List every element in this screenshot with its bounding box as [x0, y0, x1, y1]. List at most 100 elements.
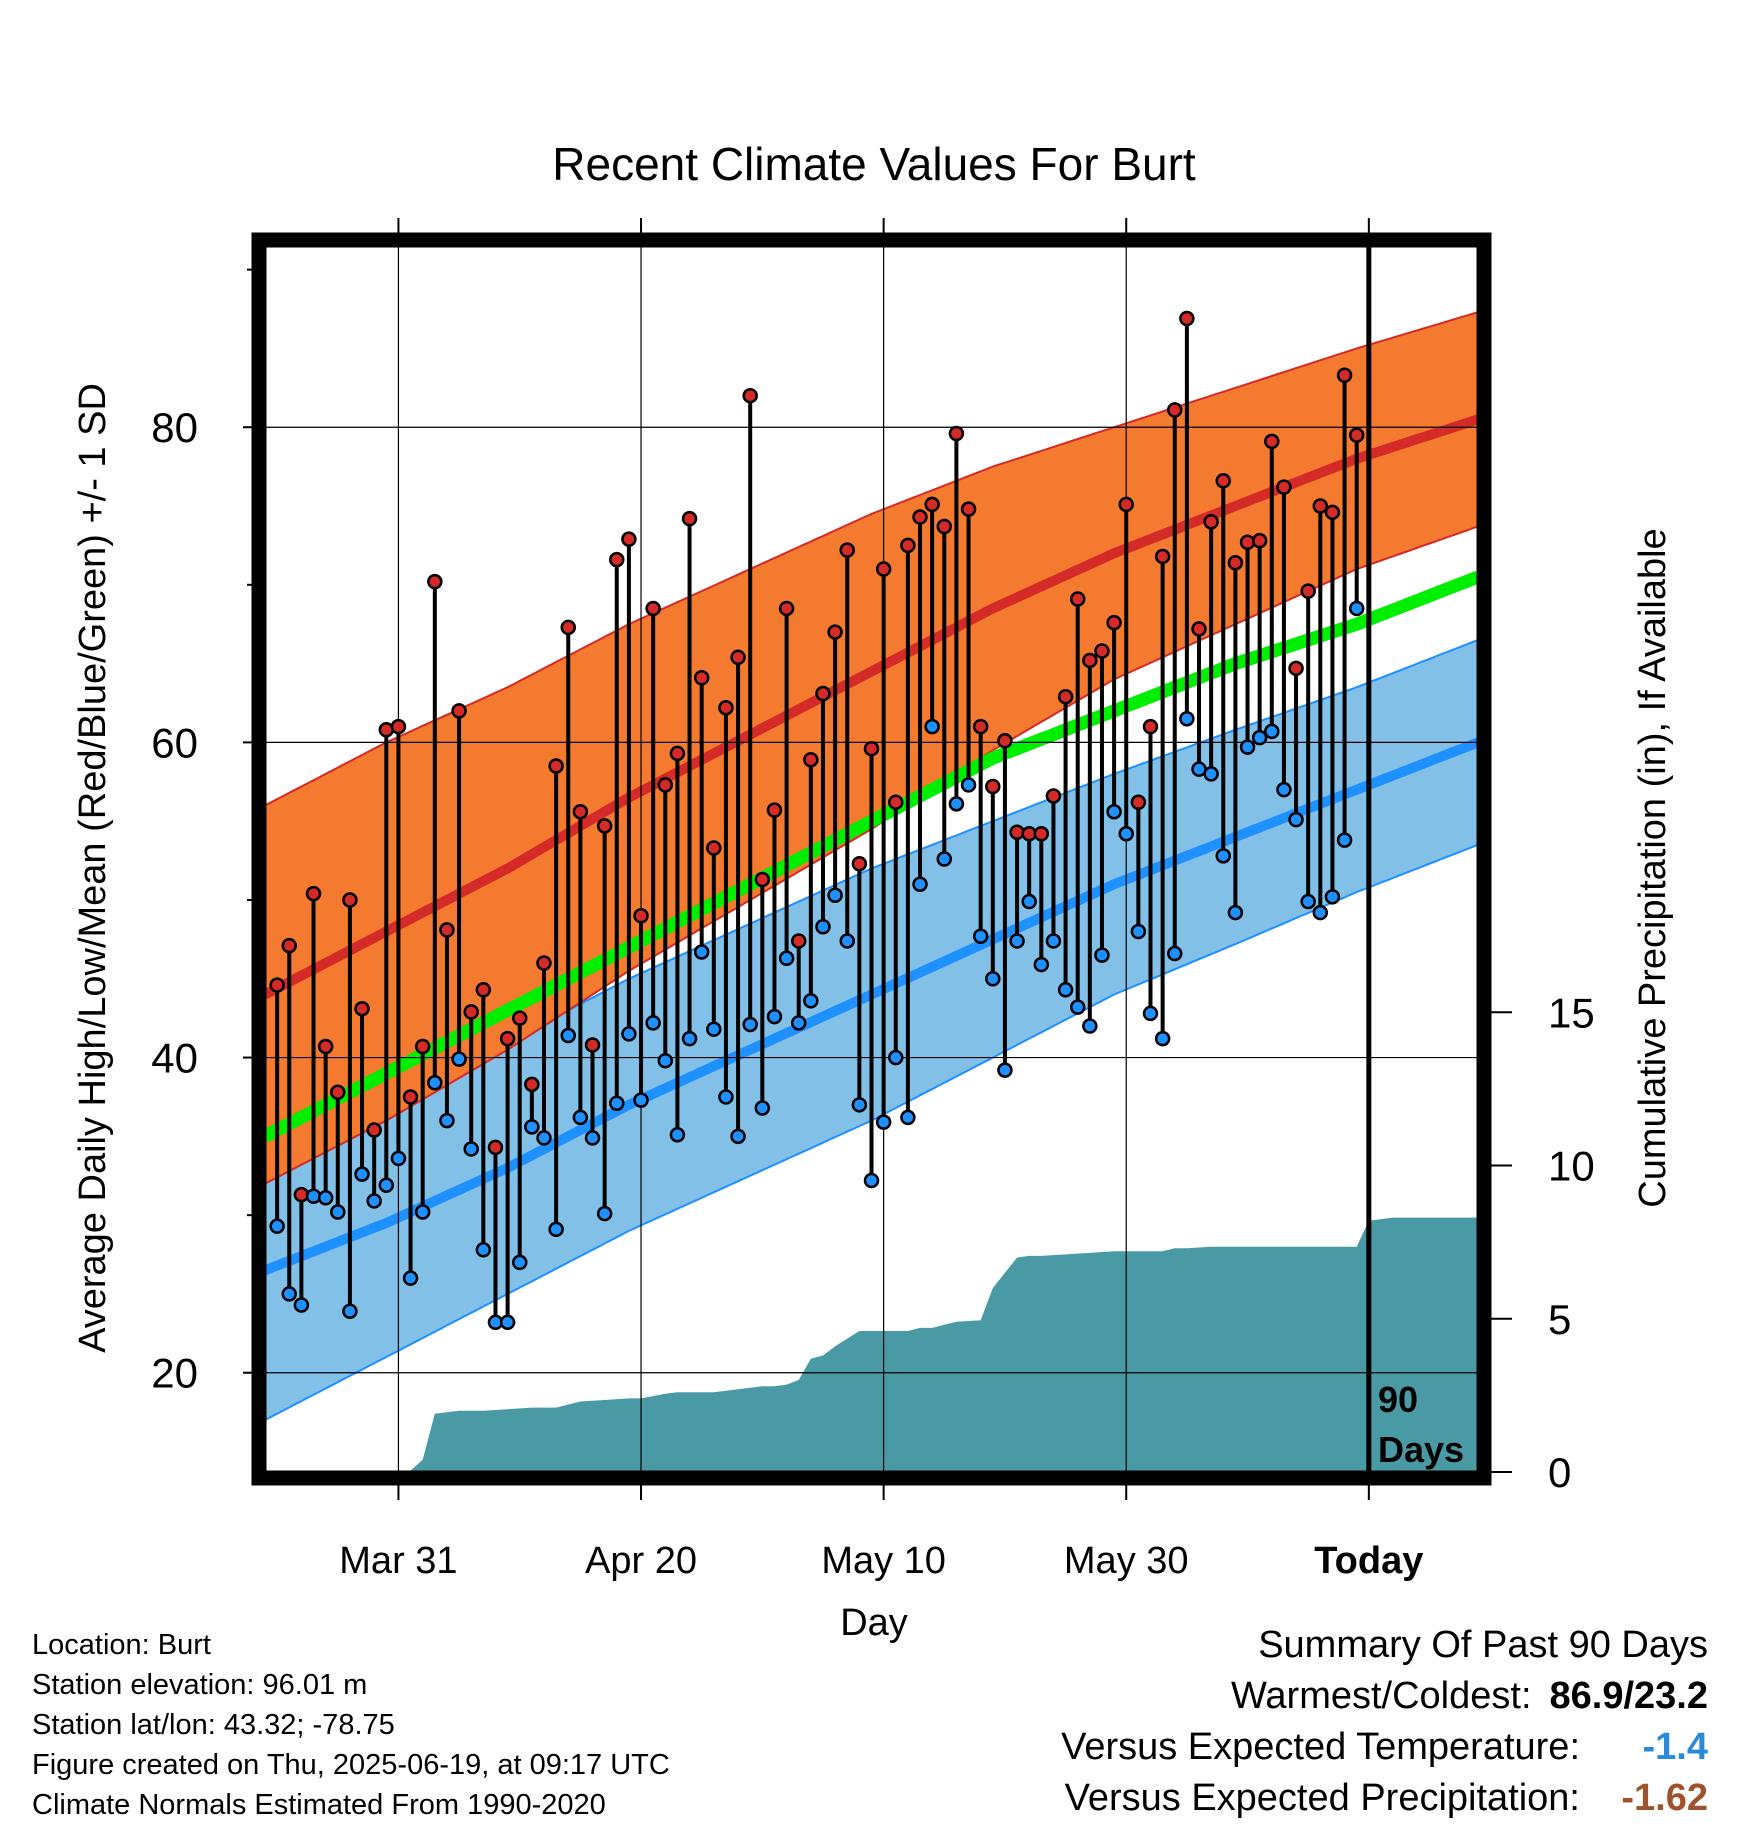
- daily-low-point: [1154, 1030, 1171, 1047]
- daily-high-point: [1069, 591, 1086, 607]
- daily-low-point: [524, 1119, 540, 1135]
- y-left-tick-label: 40: [151, 1035, 198, 1082]
- daily-high-point: [1142, 718, 1159, 735]
- daily-low-point: [1215, 848, 1232, 864]
- x-tick-label: May 10: [821, 1540, 946, 1582]
- daily-high-point: [1203, 514, 1219, 530]
- daily-low-point: [560, 1027, 576, 1044]
- daily-high-point: [305, 885, 322, 902]
- daily-high-point: [633, 907, 649, 924]
- daily-high-point: [803, 751, 819, 768]
- x-axis-label: Day: [840, 1602, 908, 1644]
- daily-high-point: [936, 518, 953, 535]
- daily-low-point: [948, 796, 965, 812]
- x-tick-label: Mar 31: [339, 1540, 457, 1582]
- daily-low-point: [293, 1297, 310, 1313]
- daily-high-point: [402, 1089, 419, 1105]
- daily-low-point: [657, 1052, 674, 1069]
- daily-low-point: [451, 1051, 467, 1067]
- daily-high-point: [1033, 826, 1050, 842]
- daily-high-point: [900, 537, 916, 554]
- axes: 20 40 60 80 0 5 10 15 Mar 31 Apr 20 May 10 May 30 To…: [151, 218, 1595, 1582]
- daily-low-point: [1106, 803, 1122, 820]
- warm-cold-label: Warmest/Coldest:: [1230, 1675, 1532, 1717]
- daily-low-point: [718, 1089, 734, 1105]
- daily-high-point: [912, 509, 928, 525]
- daily-high-point: [681, 510, 698, 527]
- daily-low-point: [584, 1130, 601, 1146]
- daily-low-point: [960, 777, 977, 793]
- daily-high-point: [693, 670, 710, 686]
- daily-low-point: [972, 928, 989, 944]
- daily-low-point: [511, 1254, 528, 1271]
- plot-area: [265, 246, 1478, 1472]
- daily-low-point: [839, 933, 855, 949]
- daily-low-point: [1324, 889, 1341, 905]
- daily-low-point: [669, 1127, 686, 1143]
- daily-high-point: [1264, 433, 1280, 450]
- daily-high-point: [511, 1010, 528, 1026]
- latlon-text: Station lat/lon: 43.32; -78.75: [32, 1709, 395, 1741]
- daily-low-point: [1118, 826, 1134, 842]
- y-right-tick-label: 15: [1548, 989, 1595, 1036]
- daily-low-point: [269, 1218, 285, 1234]
- daily-low-point: [790, 1015, 807, 1031]
- y-axis-label-right: Cumulative Precipitation (in), If Availa…: [1632, 528, 1674, 1207]
- daily-high-point: [766, 802, 783, 818]
- daily-high-point: [960, 501, 977, 517]
- daily-high-point: [827, 624, 843, 640]
- daily-high-point: [778, 600, 795, 617]
- daily-high-point: [1179, 310, 1195, 327]
- daily-low-point: [414, 1204, 431, 1220]
- y-axis-label-left: Average Daily High/Low/Mean (Red/Blue/Gr…: [72, 383, 114, 1353]
- daily-low-point: [1336, 832, 1353, 848]
- daily-high-point: [414, 1038, 431, 1055]
- daily-low-point: [1057, 982, 1074, 998]
- y-right-tick-label: 10: [1548, 1143, 1595, 1190]
- daily-high-point: [269, 977, 285, 993]
- daily-low-point: [390, 1150, 407, 1167]
- daily-low-point: [1264, 723, 1280, 740]
- daily-high-point: [863, 740, 880, 757]
- daily-high-point: [281, 937, 298, 954]
- daily-high-point: [1288, 660, 1304, 677]
- daily-high-point: [366, 1122, 382, 1138]
- y-left-tick-label: 20: [151, 1350, 198, 1397]
- daily-low-point: [1203, 766, 1219, 782]
- daily-low-point: [499, 1314, 516, 1331]
- y-left-tick-label: 80: [151, 404, 198, 451]
- daily-low-point: [997, 1062, 1013, 1078]
- warm-cold-value: 86.9/23.2: [1549, 1675, 1708, 1717]
- daily-low-point: [730, 1128, 746, 1145]
- daily-low-point: [1082, 1018, 1098, 1034]
- y-right-tick-label: 5: [1548, 1296, 1571, 1343]
- daily-low-point: [596, 1205, 613, 1222]
- daily-high-point: [451, 703, 467, 719]
- daily-high-point: [1215, 473, 1232, 489]
- daily-low-point: [342, 1303, 358, 1320]
- daily-high-point: [1154, 548, 1171, 565]
- x-tick-label: Apr 20: [585, 1540, 697, 1582]
- daily-low-point: [1276, 781, 1292, 798]
- daily-high-point: [851, 855, 868, 872]
- daily-low-point: [475, 1242, 492, 1258]
- daily-low-point: [427, 1075, 443, 1091]
- daily-low-point: [378, 1177, 395, 1193]
- daily-low-point: [863, 1172, 880, 1189]
- daily-low-point: [281, 1286, 298, 1302]
- daily-high-point: [584, 1037, 601, 1053]
- daily-low-point: [912, 876, 928, 892]
- normals-text: Climate Normals Estimated From 1990-2020: [32, 1789, 606, 1821]
- daily-low-point: [742, 1016, 758, 1033]
- daily-high-point: [536, 955, 552, 971]
- daily-high-point: [706, 840, 722, 856]
- y-right-tick-label: 0: [1548, 1449, 1571, 1496]
- daily-low-point: [1251, 729, 1268, 746]
- daily-high-point: [888, 794, 904, 811]
- daily-low-point: [1142, 1005, 1159, 1022]
- daily-high-point: [330, 1084, 346, 1100]
- daily-low-point: [1033, 956, 1050, 973]
- daily-high-point: [754, 871, 771, 888]
- daily-high-point: [718, 699, 734, 716]
- y-left-tick-label: 60: [151, 719, 198, 766]
